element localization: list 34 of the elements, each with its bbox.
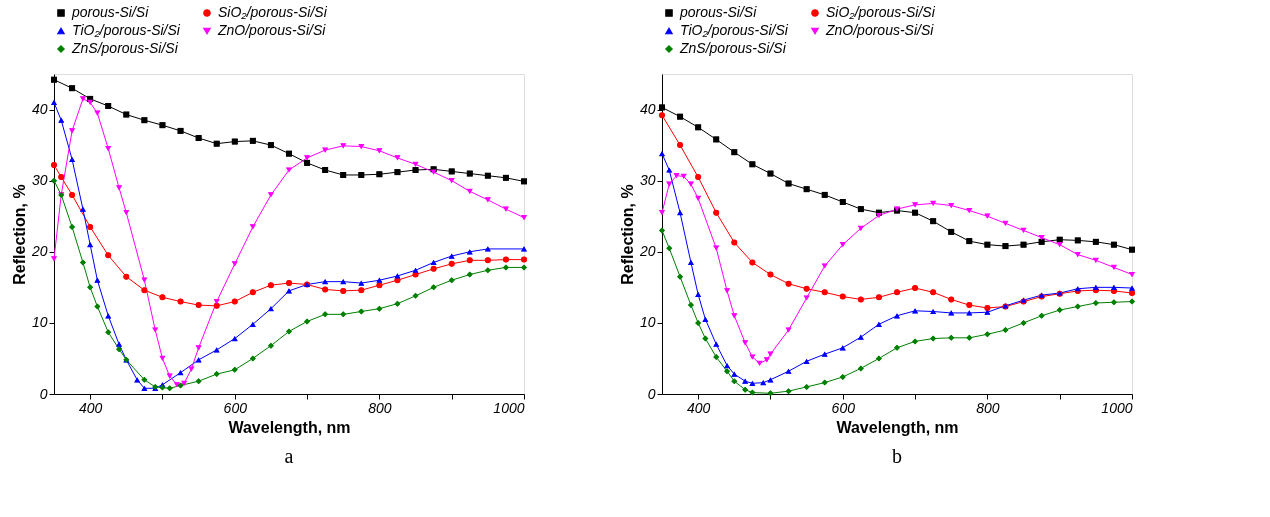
y-tick-label: 0 — [647, 385, 656, 402]
x-tick-label: 1000 — [493, 399, 525, 416]
text: b — [892, 445, 902, 467]
y-axis-title: Reflection, % — [618, 184, 636, 285]
x-tick-label: 800 — [368, 399, 392, 416]
x-axis-title: Wavelength, nm — [228, 418, 351, 436]
text: a — [284, 445, 294, 467]
x-tick-label: 600 — [831, 399, 856, 416]
legend-label: ZnO/porous-Si/Si — [825, 22, 935, 38]
legend-label: porous-Si/Si — [679, 4, 758, 20]
y-tick-label: 20 — [638, 243, 656, 260]
y-tick-label: 0 — [39, 385, 48, 402]
legend-label: TiO₂/porous-Si/Si — [680, 22, 789, 38]
x-tick-label: 1000 — [1101, 399, 1133, 416]
legend-label: porous-Si/Si — [71, 4, 150, 20]
x-axis-title: Wavelength, nm — [836, 418, 959, 436]
legend-label: ZnS/porous-Si/Si — [71, 40, 179, 56]
y-tick-label: 40 — [31, 101, 48, 118]
y-tick-label: 10 — [639, 314, 656, 331]
y-tick-label: 20 — [30, 243, 48, 260]
y-tick-label: 40 — [639, 101, 656, 118]
legend-label: SiO₂/porous-Si/Si — [218, 4, 328, 20]
legend-label: TiO₂/porous-Si/Si — [72, 22, 181, 38]
x-tick-label: 400 — [686, 399, 711, 416]
legend-label: SiO₂/porous-Si/Si — [826, 4, 936, 20]
y-tick-label: 10 — [31, 314, 48, 331]
legend-label: ZnS/porous-Si/Si — [679, 40, 787, 56]
legend-label: ZnO/porous-Si/Si — [217, 22, 327, 38]
y-tick-label: 30 — [639, 172, 656, 189]
x-tick-label: 400 — [78, 399, 103, 416]
y-tick-label: 30 — [31, 172, 48, 189]
x-tick-label: 800 — [976, 399, 1000, 416]
y-axis-title: Reflection, % — [10, 184, 28, 285]
x-tick-label: 600 — [223, 399, 248, 416]
